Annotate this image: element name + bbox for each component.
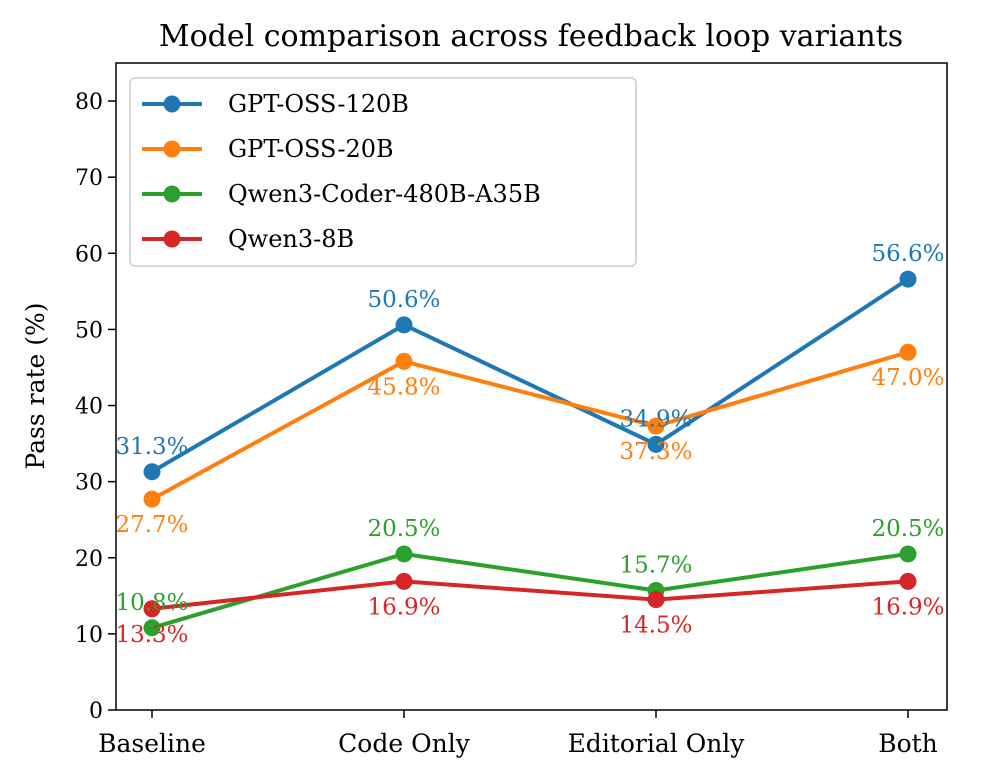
y-tick-label: 60 xyxy=(75,242,103,267)
plot-frame xyxy=(115,62,948,711)
legend-label: Qwen3-8B xyxy=(228,225,354,253)
data-label: 16.9% xyxy=(367,594,440,620)
legend-label: GPT-OSS-20B xyxy=(228,135,394,163)
data-point xyxy=(647,417,665,435)
chart-title: Model comparison across feedback loop va… xyxy=(159,19,903,54)
data-point xyxy=(395,316,413,334)
series-line xyxy=(150,277,910,474)
legend: GPT-OSS-120B GPT-OSS-20B Qwen3-Coder-480B-… xyxy=(129,77,637,267)
data-label: 37.3% xyxy=(619,439,692,465)
data-point xyxy=(143,619,161,637)
data-point xyxy=(143,490,161,508)
y-tick-label: 40 xyxy=(75,395,103,420)
legend-marker xyxy=(163,230,181,248)
plot-area: 0 10 20 30 40 50 60 70 80 Baseline Code Only Editor… xyxy=(75,62,948,758)
y-tick-label: 20 xyxy=(75,547,103,572)
data-point xyxy=(899,572,917,590)
legend-marker xyxy=(163,95,181,113)
y-tick-label: 50 xyxy=(75,318,103,343)
data-label: 27.7% xyxy=(115,512,188,538)
x-tick-label: Editorial Only xyxy=(568,729,746,758)
data-label: 50.6% xyxy=(367,287,440,313)
y-tick-label: 0 xyxy=(89,699,103,724)
data-point xyxy=(899,545,917,563)
data-label: 45.8% xyxy=(367,374,440,400)
data-label: 14.5% xyxy=(619,613,692,639)
legend-box xyxy=(129,77,637,267)
data-point xyxy=(899,270,917,288)
data-label: 13.3% xyxy=(115,622,188,648)
data-point xyxy=(395,545,413,563)
legend-label: Qwen3-Coder-480B-A35B xyxy=(228,180,541,208)
data-label: 47.0% xyxy=(871,365,944,391)
data-point xyxy=(647,591,665,609)
data-point xyxy=(395,352,413,370)
y-tick-label: 70 xyxy=(75,166,103,191)
data-label: 34.9% xyxy=(619,406,692,432)
y-tick-label: 10 xyxy=(75,623,103,648)
data-label: 31.3% xyxy=(115,434,188,460)
series-line xyxy=(150,579,910,611)
data-label: 20.5% xyxy=(871,516,944,542)
data-label: 20.5% xyxy=(367,516,440,542)
legend-marker xyxy=(163,185,181,203)
series-line xyxy=(150,350,910,502)
data-label: 56.6% xyxy=(871,241,944,267)
data-label: 10.8% xyxy=(115,590,188,616)
legend-label: GPT-OSS-120B xyxy=(228,90,409,118)
data-label: 16.9% xyxy=(871,594,944,620)
y-tick-label: 30 xyxy=(75,471,103,496)
x-tick-label: Code Only xyxy=(338,729,471,758)
data-point xyxy=(143,463,161,481)
x-tick-label: Both xyxy=(878,729,938,758)
legend-marker xyxy=(163,140,181,158)
data-point xyxy=(899,343,917,361)
data-label: 15.7% xyxy=(619,552,692,578)
x-tick-label: Baseline xyxy=(98,729,206,758)
data-point xyxy=(395,572,413,590)
data-point xyxy=(143,600,161,618)
y-tick-label: 80 xyxy=(75,90,103,115)
data-point xyxy=(647,435,665,453)
y-axis-label: Pass rate (%) xyxy=(21,302,50,469)
series-line xyxy=(150,551,910,630)
